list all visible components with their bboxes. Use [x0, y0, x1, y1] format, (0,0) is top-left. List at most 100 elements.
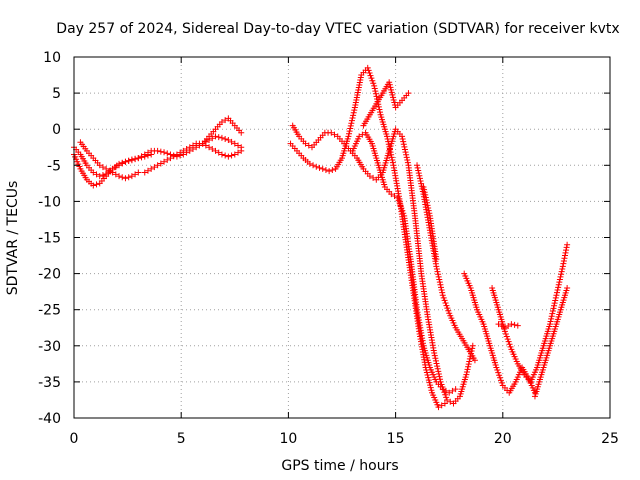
- data-point: [161, 158, 168, 165]
- data-point: [396, 199, 403, 206]
- data-point: [225, 153, 232, 160]
- data-point: [390, 94, 397, 101]
- data-point: [506, 341, 513, 348]
- data-point: [215, 149, 222, 156]
- data-point: [550, 305, 557, 312]
- data-point: [346, 128, 353, 135]
- data-point: [401, 143, 408, 150]
- data-point: [433, 263, 440, 270]
- data-point: [496, 372, 503, 379]
- data-point: [238, 129, 245, 136]
- data-point: [403, 154, 410, 161]
- data-point: [551, 300, 558, 307]
- data-point: [434, 363, 441, 370]
- data-point: [351, 107, 358, 114]
- x-axis-label: GPS time / hours: [281, 458, 398, 474]
- data-point: [553, 292, 560, 299]
- data-point: [559, 263, 566, 270]
- data-point: [209, 146, 216, 153]
- data-point: [386, 81, 393, 88]
- data-point: [235, 149, 242, 156]
- data-point: [376, 106, 383, 113]
- data-point: [432, 357, 439, 364]
- data-point: [425, 374, 432, 381]
- y-tick-label: 5: [52, 86, 61, 102]
- data-point: [425, 207, 432, 214]
- data-point: [128, 157, 135, 164]
- data-point: [553, 289, 560, 296]
- data-point: [507, 343, 514, 350]
- data-point: [170, 153, 177, 160]
- chart-title: Day 257 of 2024, Sidereal Day-to-day VTE…: [56, 21, 619, 37]
- y-tick-label: 10: [43, 50, 61, 66]
- data-point: [390, 96, 397, 103]
- data-point: [514, 322, 521, 329]
- data-point: [157, 160, 164, 167]
- y-tick-label: -10: [38, 194, 61, 210]
- data-point: [400, 138, 407, 145]
- data-point: [372, 88, 379, 95]
- data-point: [442, 299, 449, 306]
- data-point: [391, 99, 398, 106]
- data-point: [228, 152, 235, 159]
- data-point: [434, 268, 441, 275]
- data-point: [425, 204, 432, 211]
- data-point: [439, 289, 446, 296]
- data-point: [465, 361, 472, 368]
- data-point: [471, 357, 478, 364]
- data-point: [345, 133, 352, 140]
- data-point: [548, 315, 555, 322]
- data-point: [561, 252, 568, 259]
- data-point: [389, 157, 396, 164]
- data-point: [439, 292, 446, 299]
- data-point: [397, 202, 404, 209]
- data-point: [119, 159, 126, 166]
- data-point: [96, 173, 103, 180]
- data-point: [326, 168, 333, 175]
- data-point: [414, 164, 421, 171]
- data-point: [164, 150, 171, 157]
- data-point: [425, 377, 432, 384]
- data-point: [218, 151, 225, 158]
- data-point: [502, 330, 509, 337]
- data-point: [125, 157, 132, 164]
- data-point: [389, 159, 396, 166]
- data-point: [365, 67, 372, 74]
- data-point: [370, 80, 377, 87]
- data-points: [71, 64, 571, 411]
- data-point: [560, 257, 567, 264]
- data-point: [560, 260, 567, 267]
- data-point: [367, 72, 374, 79]
- data-point: [218, 118, 225, 125]
- data-point: [495, 369, 502, 376]
- data-point: [556, 279, 563, 286]
- data-point: [418, 180, 425, 187]
- data-point: [401, 146, 408, 153]
- data-point: [417, 178, 424, 185]
- data-point: [426, 210, 433, 217]
- data-point: [388, 86, 395, 93]
- data-point: [186, 144, 193, 151]
- data-point: [347, 125, 354, 132]
- data-point: [441, 400, 448, 407]
- data-point: [138, 154, 145, 161]
- data-point: [437, 281, 444, 288]
- data-point: [464, 366, 471, 373]
- data-point: [99, 164, 106, 171]
- data-point: [119, 174, 126, 181]
- data-point: [436, 276, 443, 283]
- data-point: [422, 194, 429, 201]
- data-point: [164, 156, 171, 163]
- y-tick-label: -40: [38, 411, 61, 427]
- x-tick-label: 15: [387, 431, 405, 447]
- data-point: [225, 137, 232, 144]
- data-point: [371, 85, 378, 92]
- data-point: [404, 159, 411, 166]
- data-point: [564, 285, 571, 292]
- x-tick-label: 25: [601, 431, 619, 447]
- data-point: [433, 360, 440, 367]
- data-point: [452, 386, 459, 393]
- data-point: [438, 287, 445, 294]
- data-point: [366, 69, 373, 76]
